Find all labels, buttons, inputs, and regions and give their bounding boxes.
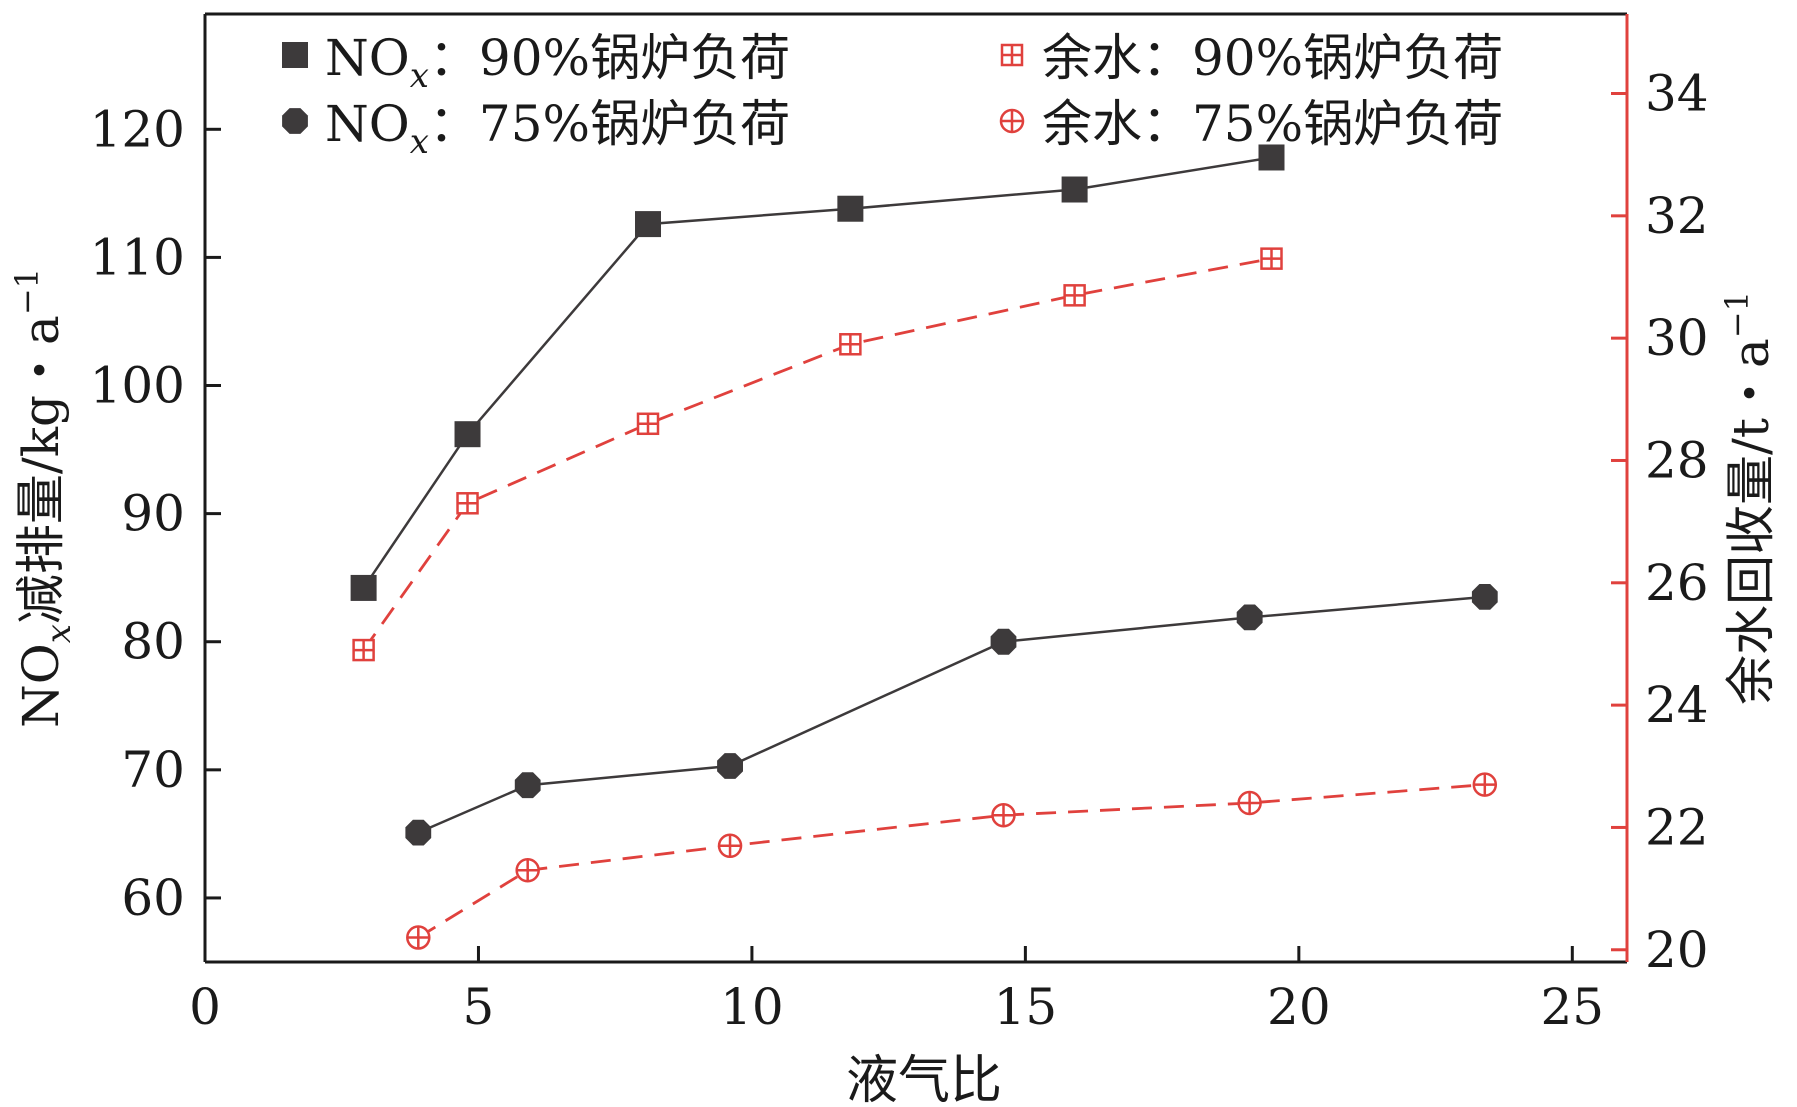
legend-label: NOx：75%锅炉负荷: [325, 95, 790, 162]
series-1-point: [837, 195, 864, 222]
series-3-point-cross: [840, 334, 861, 355]
series-3-point: [636, 412, 660, 436]
series-1-point: [350, 574, 377, 601]
legend-label-text: ：90%锅炉负荷: [1142, 29, 1503, 87]
legend-label: NOx：90%锅炉负荷: [325, 29, 790, 96]
y-left-tick-label: 100: [90, 357, 185, 415]
legend-marker-cross: [1001, 110, 1023, 132]
y-axis-left-title-part: NO: [12, 643, 70, 728]
y-right-tick-label: 30: [1645, 309, 1709, 367]
series-2-line: [417, 595, 1485, 834]
y-right-tick-label: 28: [1645, 431, 1709, 489]
plot-area: 0 5 10 15 20 25 60 70 80 90 100 110 120 20 22 24 26 28 30 3…: [8, 12, 1780, 1107]
legend-marker: [1000, 43, 1024, 67]
series-4-point-cross: [516, 859, 539, 882]
legend-label-prefix: NO: [325, 29, 410, 87]
series-3-point-cross: [638, 413, 659, 434]
series-1-point: [635, 211, 662, 238]
legend-marker: [282, 42, 308, 68]
x-tick-label: 25: [1540, 978, 1604, 1036]
series-1-point: [454, 421, 481, 448]
series-3-line: [362, 257, 1272, 651]
x-tick-label: 5: [463, 978, 495, 1036]
series-3-point-cross: [1261, 248, 1282, 269]
y-axis-right-title-part: 余水回收量/t・a: [1722, 338, 1780, 705]
y-left-tick-label: 70: [121, 741, 185, 799]
legend-label-sub: x: [410, 122, 429, 162]
series-1-point: [1061, 176, 1088, 203]
y-right-tick-label: 24: [1645, 676, 1709, 734]
legend-label-text: ：75%锅炉负荷: [429, 95, 790, 153]
legend-label: 余水：90%锅炉负荷: [1042, 29, 1503, 87]
x-tick-label: 15: [994, 978, 1058, 1036]
series-2-point: [514, 772, 541, 799]
series-4-point-cross: [719, 834, 742, 857]
y-axis-left-title-sup: −1: [8, 268, 46, 315]
legend: NOx：90%锅炉负荷NOx：75%锅炉负荷余水：90%锅炉负荷余水：75%锅炉…: [282, 29, 1503, 162]
series-2-point: [990, 628, 1017, 655]
series-1-point: [1258, 144, 1285, 171]
series-3-point-cross: [457, 493, 478, 514]
series-4-point: [1472, 772, 1498, 797]
legend-marker-cross: [1002, 45, 1022, 65]
y-left-tick-label: 110: [90, 228, 185, 286]
series-2-point: [1236, 604, 1263, 631]
y-axis-left-title: NOx减排量/kg・a−1: [8, 268, 79, 728]
x-tick-label: 0: [189, 978, 221, 1036]
y-left-tick-label: 90: [121, 485, 185, 543]
series-4-point: [515, 858, 540, 883]
y-axis-left-title-part: 减排量/kg・a: [12, 315, 70, 624]
series-4-point-cross: [992, 804, 1015, 827]
series-4-point: [1237, 790, 1262, 816]
series-4-point: [406, 925, 431, 950]
legend-label-prefix: 余水: [1042, 95, 1142, 153]
series-4-line: [417, 783, 1485, 939]
series-3-point: [1063, 284, 1086, 307]
y-right-tick-label: 34: [1645, 65, 1709, 123]
series-3-point: [352, 638, 375, 662]
series-3-point-cross: [353, 640, 374, 661]
y-right-tick-label: 20: [1645, 921, 1709, 979]
legend-label-prefix: NO: [325, 95, 410, 153]
series-3-point-cross: [1064, 285, 1085, 306]
series-4-point-cross: [1473, 773, 1496, 796]
y-axis-right-title: 余水回收量/t・a−1: [1718, 291, 1780, 705]
y-right-tick-label: 32: [1645, 187, 1709, 245]
series-4-point: [717, 833, 743, 859]
series-3-point: [839, 333, 862, 356]
y-left-tick-label: 120: [90, 100, 185, 158]
y-right-tick-label: 26: [1645, 554, 1709, 612]
x-tick-label: 10: [720, 978, 784, 1036]
legend-label-text: ：90%锅炉负荷: [429, 29, 790, 87]
y-right-tick-label: 22: [1645, 798, 1709, 856]
y-left-tick-label: 80: [121, 613, 185, 671]
series-2-point: [405, 819, 432, 846]
series-2-point: [717, 753, 743, 779]
legend-label-prefix: 余水: [1042, 29, 1142, 87]
legend-marker: [999, 108, 1025, 134]
legend-label: 余水：75%锅炉负荷: [1042, 95, 1503, 153]
legend-marker: [282, 108, 308, 134]
legend-label-text: ：75%锅炉负荷: [1142, 95, 1503, 153]
series-4-point-cross: [1238, 791, 1261, 814]
y-axis-right-title-sup: −1: [1718, 291, 1756, 338]
x-axis-title: 液气比: [846, 1051, 1002, 1107]
y-left-tick-label: 60: [121, 869, 185, 927]
y-axis-left-title-sub: x: [39, 624, 79, 643]
series-4-point-cross: [407, 926, 430, 949]
legend-label-sub: x: [410, 56, 429, 96]
series-4-point: [991, 802, 1016, 828]
series-3-point: [456, 492, 479, 515]
series-3-point: [1260, 247, 1283, 270]
series-1-line: [362, 156, 1272, 589]
series-2-point: [1471, 584, 1498, 610]
x-tick-label: 20: [1267, 978, 1331, 1036]
